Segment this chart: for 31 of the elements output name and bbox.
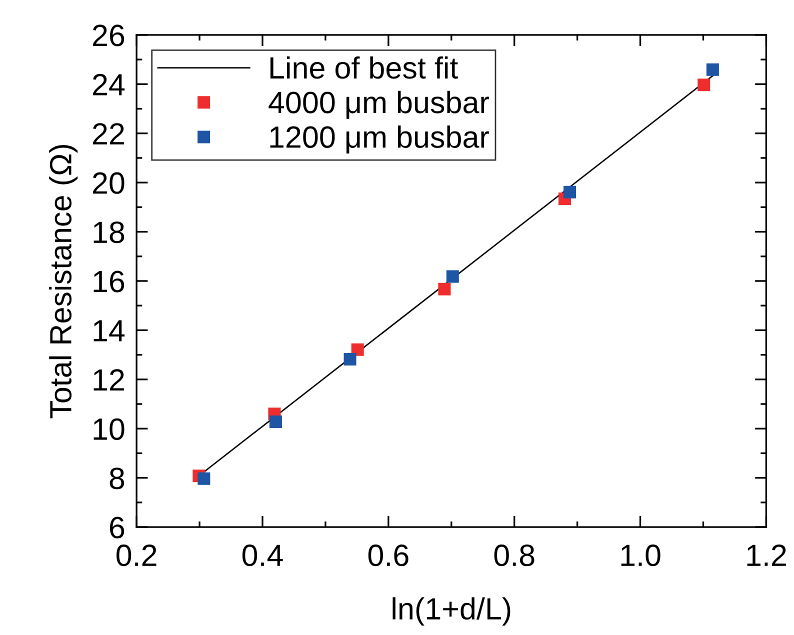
x-tick-label: 0.8: [494, 544, 534, 566]
point: [344, 352, 356, 366]
x-tick-label: 0.6: [368, 544, 408, 566]
point: [351, 343, 364, 356]
y-tick-label: 26: [93, 24, 124, 46]
y-tick-label: 6: [110, 516, 124, 538]
point: [564, 186, 576, 198]
y-tick-label: 14: [94, 320, 125, 342]
y-tick-label: 22: [93, 123, 124, 144]
point: [698, 78, 710, 92]
point: [446, 270, 459, 283]
x-axis-title: ln(1+d/L): [392, 597, 510, 626]
y-tick-label: 20: [93, 172, 124, 194]
y-axis-title: Total Resistance (Ω): [49, 144, 78, 418]
legend-label: Line of best fit: [270, 56, 458, 79]
y-tick-label: 12: [94, 369, 124, 390]
y-tick-label: 10: [94, 418, 124, 440]
x-tick-label: 0.2: [116, 544, 156, 566]
point: [269, 415, 282, 428]
legend-label: 4000 μm busbar: [268, 90, 489, 119]
point: [438, 282, 451, 296]
y-tick-label: 24: [93, 74, 125, 96]
x-tick-label: 1.2: [747, 544, 786, 566]
y-tick-label: 8: [110, 468, 124, 490]
y-tick-label: 18: [94, 222, 124, 244]
point: [706, 63, 719, 76]
point: [198, 472, 210, 485]
y-tick-label: 16: [94, 270, 124, 292]
x-tick-label: 1.0: [621, 544, 660, 566]
x-tick-label: 0.4: [242, 544, 283, 566]
legend-label: 1200 μm busbar: [270, 126, 489, 154]
